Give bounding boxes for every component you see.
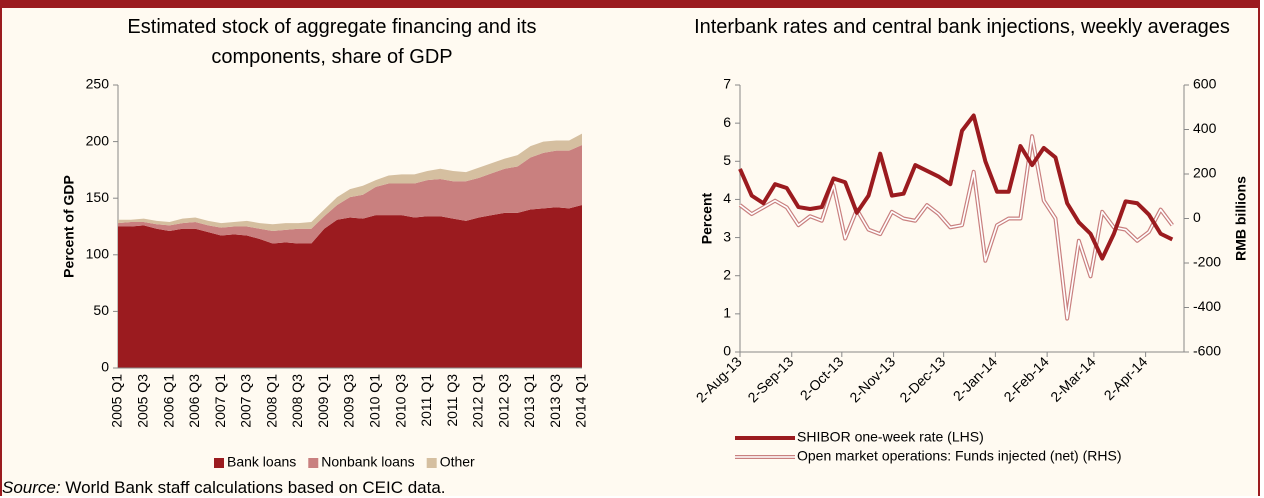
axis-title: Percent of GDP [61,175,77,278]
x-tick-label: 2-Mar-14 [1047,353,1099,405]
x-tick-label: 2011 Q1 [418,374,434,427]
legend-swatch [214,458,224,468]
y-tick-label: 0 [723,343,731,359]
y-tick-label: 200 [1193,165,1217,181]
y-tick-label: 600 [1193,76,1217,92]
legend-swatch [308,458,319,468]
legend-label: Bank loans [227,454,296,470]
x-tick-label: 2-Dec-13 [896,353,948,405]
chart-title: Interbank rates and central bank injecti… [694,16,1230,38]
x-tick-label: 2-Oct-13 [797,353,847,403]
x-tick-label: 2-Sep-13 [744,353,796,405]
axis-title: Percent [699,192,715,244]
y-tick-label: -400 [1193,298,1221,314]
axis-title: RMB billions [1233,176,1249,261]
y-tick-label: -200 [1193,254,1221,270]
source-text: World Bank staff calculations based on C… [65,478,446,497]
y-tick-label: 0 [101,359,109,375]
source-label: Source: [2,478,61,497]
legend-label: Open market operations: Funds injected (… [797,448,1121,464]
line-series-inner [739,135,1173,320]
y-tick-label: 1 [723,305,731,321]
x-tick-label: 2012 Q3 [495,374,511,428]
legend-label: Other [440,454,475,470]
x-tick-label: 2-Jan-14 [950,353,1001,404]
x-tick-label: 2007 Q1 [212,374,228,428]
y-tick-label: 50 [93,302,109,318]
x-tick-label: 2-Apr-14 [1101,353,1151,403]
x-tick-label: 2010 Q3 [392,374,408,428]
y-tick-label: 250 [86,76,110,92]
area [118,144,582,244]
y-tick-label: 2 [723,266,731,282]
x-tick-label: 2009 Q3 [341,374,357,428]
x-tick-label: 2-Feb-14 [1000,353,1052,405]
y-tick-label: 200 [86,132,110,148]
y-tick-label: 0 [1193,209,1201,225]
x-tick-label: 2006 Q1 [160,374,176,428]
x-tick-label: 2005 Q1 [109,374,125,428]
y-tick-label: 4 [723,190,731,206]
x-tick-label: 2008 Q1 [263,374,279,428]
x-tick-label: 2-Aug-13 [693,353,745,405]
line-series [738,113,1174,261]
x-tick-label: 2013 Q1 [521,374,537,428]
x-tick-label: 2011 Q3 [444,374,460,427]
y-tick-label: 6 [723,114,731,130]
y-tick-label: 3 [723,228,731,244]
y-tick-label: 150 [86,189,110,205]
x-tick-label: 2013 Q3 [547,374,563,428]
x-tick-label: 2005 Q3 [134,374,150,428]
x-tick-label: 2010 Q1 [366,374,382,428]
x-tick-label: 2009 Q1 [315,374,331,428]
legend-label: SHIBOR one-week rate (LHS) [797,429,984,445]
x-tick-label: 2-Nov-13 [846,353,898,405]
y-tick-label: -600 [1193,343,1221,359]
y-tick-label: 5 [723,152,731,168]
y-tick-label: 100 [86,246,110,262]
x-tick-label: 2008 Q3 [289,374,305,428]
source-note: Source: World Bank staff calculations ba… [2,478,446,498]
y-tick-label: 400 [1193,120,1217,136]
chart-title: Estimated stock of aggregate financing a… [127,16,537,68]
x-tick-label: 2006 Q3 [186,374,202,428]
legend-label: Nonbank loans [321,454,414,470]
area [118,204,582,368]
x-tick-label: 2014 Q1 [573,374,589,428]
legend-swatch [426,458,437,468]
x-tick-label: 2007 Q3 [238,374,254,428]
x-tick-label: 2012 Q1 [470,374,486,428]
y-tick-label: 7 [723,76,731,92]
